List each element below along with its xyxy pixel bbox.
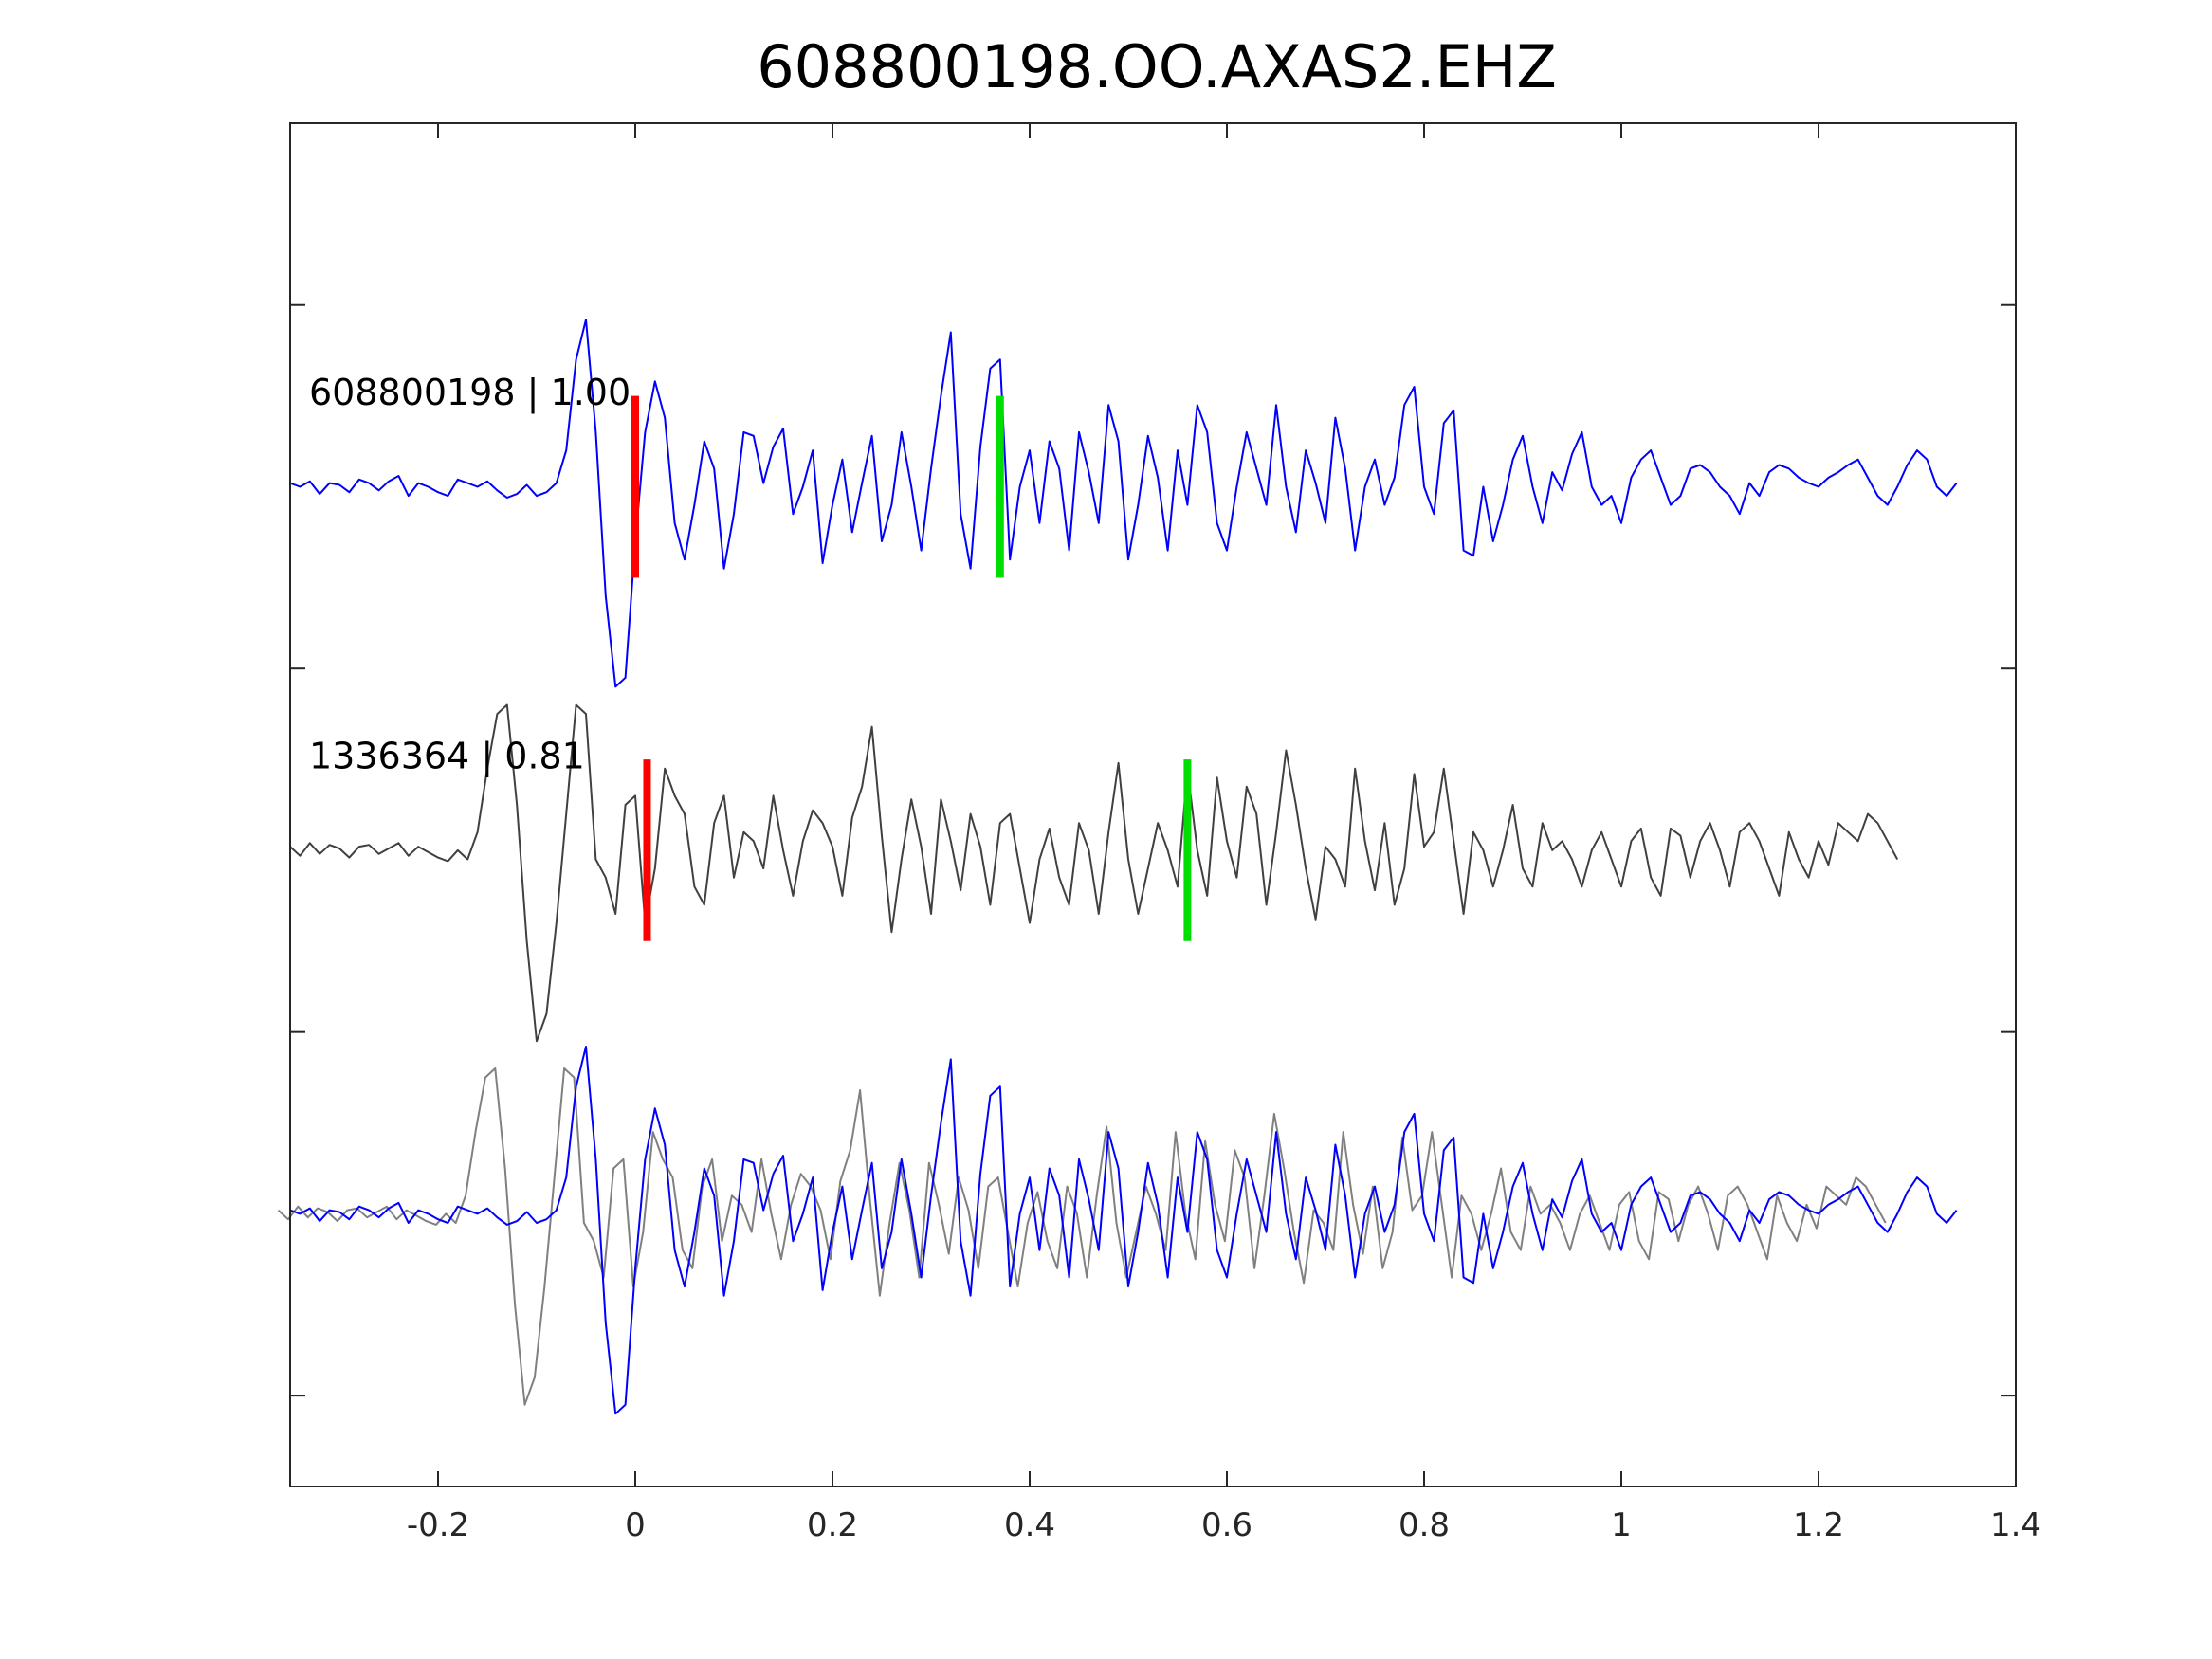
axis-ticks [290,123,2017,1486]
x-tick-label: 0.4 [1004,1506,1055,1544]
picks-layer [631,395,1192,941]
x-tick-label: 0 [625,1506,646,1544]
x-tick-label: 0.2 [807,1506,858,1544]
chart-title: 608800198.OO.AXAS2.EHZ [757,32,1557,101]
trace-1-line [289,319,1958,688]
axes-frame [289,122,2017,1487]
x-tick-labels: -0.2 0 0.2 0.4 0.6 0.8 1 1.2 1.4 [407,1506,2041,1544]
x-tick-label: 1 [1611,1506,1632,1544]
x-tick-label: 0.6 [1201,1506,1252,1544]
x-tick-label: 0.8 [1398,1506,1450,1544]
trace-1-label: 608800198 | 1.00 [309,372,631,414]
x-tick-label: 1.2 [1793,1506,1844,1544]
trace-labels: 608800198 | 1.00 1336364 | 0.81 [309,372,631,777]
x-tick-label: 1.4 [1990,1506,2041,1544]
x-tick-label: -0.2 [407,1506,469,1544]
trace-2-line [289,703,1899,1043]
overlay-template-line [277,1067,1887,1406]
trace-2-label: 1336364 | 0.81 [309,736,585,778]
overlay-master-line [289,1046,1958,1415]
traces-layer [277,319,1958,1415]
